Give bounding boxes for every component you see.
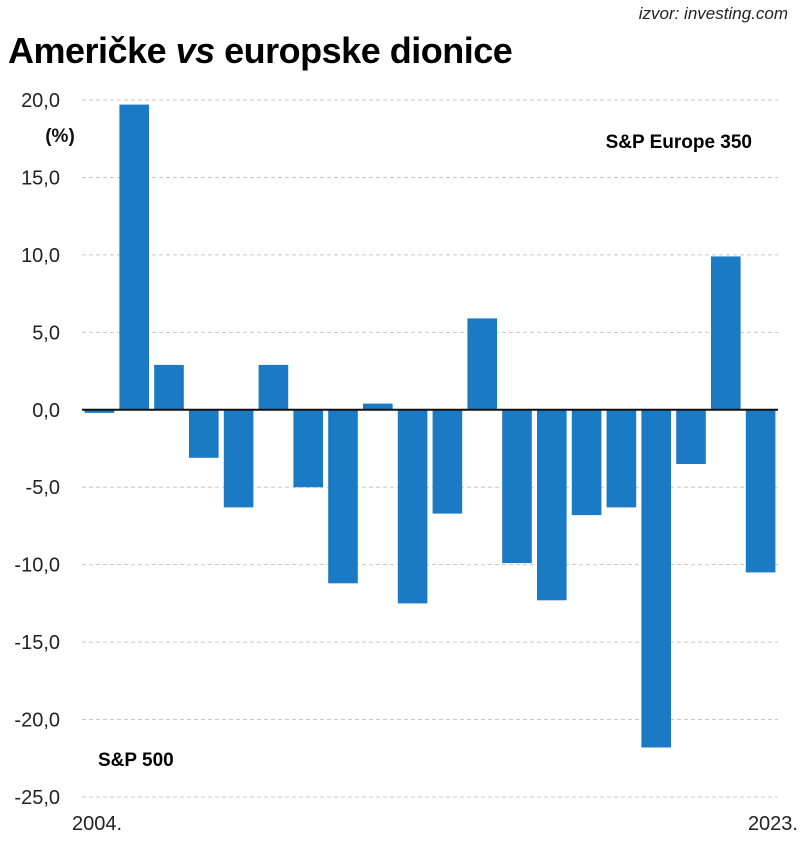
bar-2010 [293, 409, 323, 488]
bar-2016 [502, 409, 532, 564]
bar-2011 [328, 409, 358, 584]
bar-2021 [676, 409, 706, 464]
y-tick-label: -5,0 [26, 477, 60, 499]
bar-2012 [363, 403, 393, 410]
bar-2018 [571, 409, 602, 516]
bar-2022 [711, 256, 741, 410]
title-part-vs: vs [175, 30, 216, 71]
bar-2020 [641, 409, 671, 748]
chart-title: Američke vs europske dionice [8, 30, 513, 72]
y-tick-label: -25,0 [14, 787, 60, 809]
source-note: izvor: investing.com [638, 4, 788, 23]
y-tick-label: 20,0 [21, 90, 60, 112]
y-tick-label: 0,0 [32, 400, 60, 422]
bar-2009 [258, 364, 289, 410]
bar-2008 [223, 409, 254, 508]
y-tick-label: 5,0 [32, 322, 60, 344]
y-tick-label: -10,0 [14, 555, 60, 577]
bar-2005 [119, 104, 149, 410]
gridlines [82, 99, 778, 798]
title-part-a: Američke [8, 30, 176, 71]
bar-2004 [84, 409, 115, 413]
bar-2007 [189, 409, 219, 458]
y-unit-label: (%) [45, 126, 75, 147]
title-part-c: europske dionice [214, 30, 513, 71]
y-tick-label: -15,0 [14, 632, 60, 654]
bars [84, 104, 776, 748]
bar-2023 [745, 409, 776, 573]
x-label-last: 2023. [748, 813, 798, 835]
bar-2015 [467, 318, 497, 410]
x-label-first: 2004. [72, 813, 122, 835]
annotation-sp500: S&P 500 [98, 750, 174, 771]
bar-2017 [537, 409, 567, 601]
y-tick-label: -20,0 [14, 710, 60, 732]
bar-2019 [606, 409, 637, 508]
bar-2006 [154, 364, 184, 410]
y-tick-label: 10,0 [21, 245, 60, 267]
y-tick-label: 15,0 [21, 167, 60, 189]
annotation-europe: S&P Europe 350 [606, 132, 752, 153]
bar-2013 [397, 409, 428, 604]
y-axis-ticks: 20,0 15,0 10,0 5,0 0,0 -5,0 -10,0 -15,0 -20,0 -25… [14, 90, 60, 809]
bar-2014 [432, 409, 463, 514]
